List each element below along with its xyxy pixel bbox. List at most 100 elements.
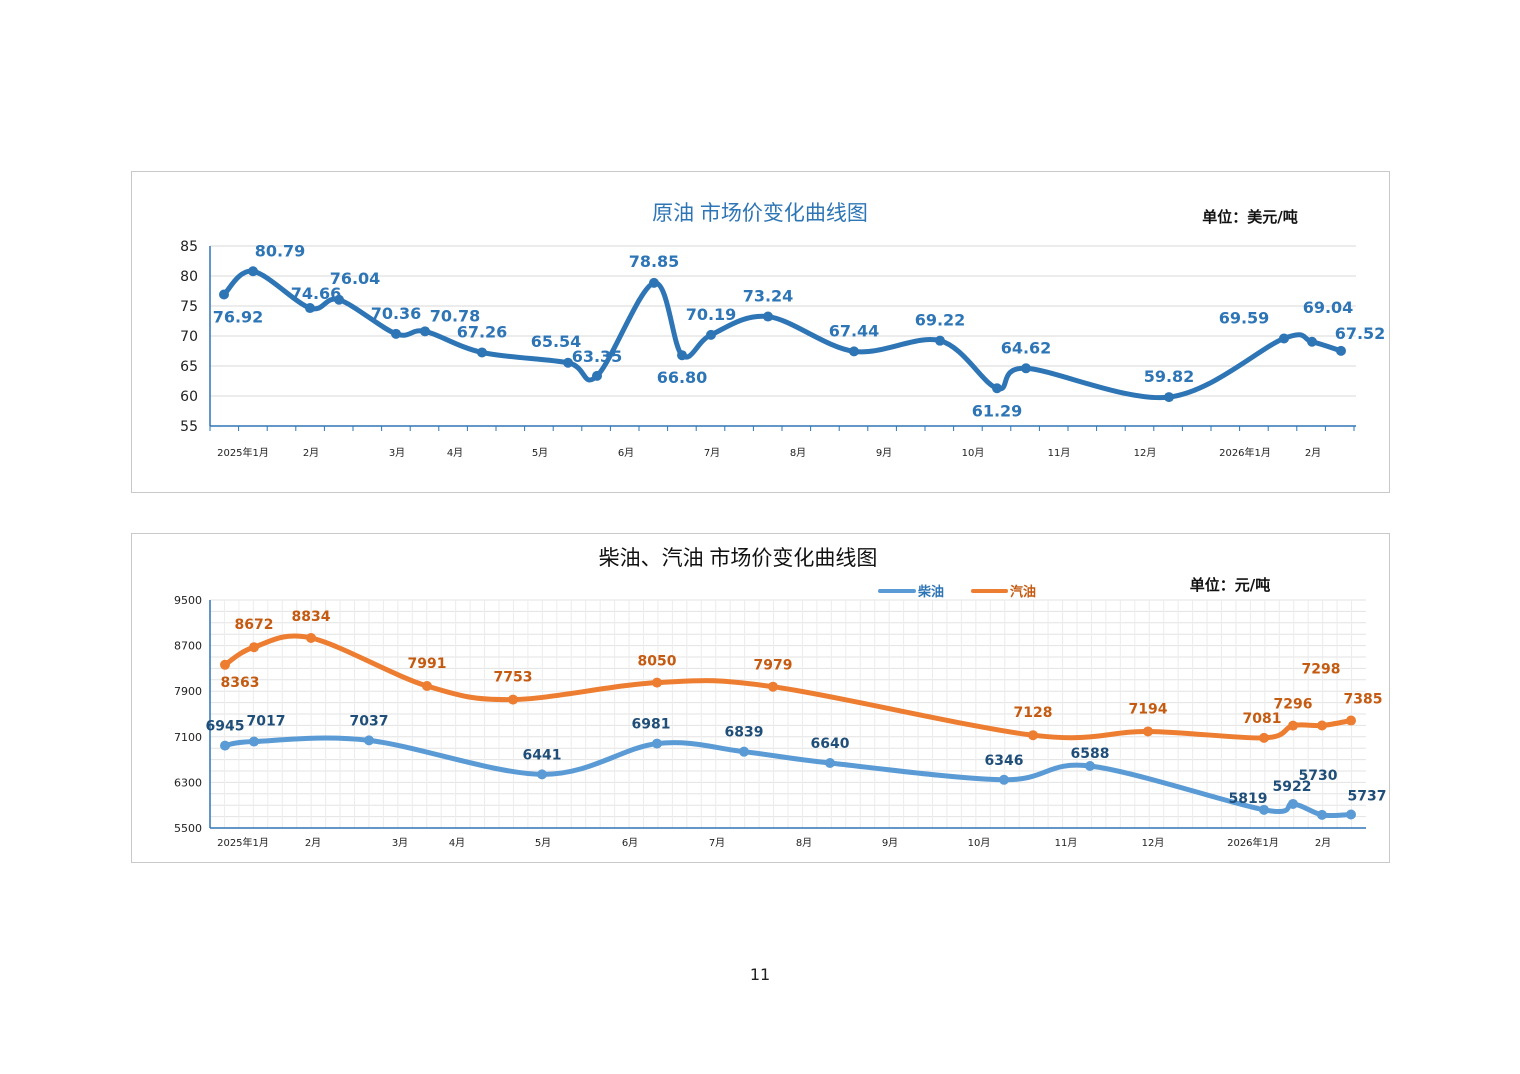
chart1-data-point: [1336, 345, 1346, 356]
chart1-data-point: [849, 346, 859, 357]
chart1-x-tick-label: 6月: [618, 447, 634, 459]
chart2-gasoline-point: [220, 659, 230, 670]
chart2-gasoline-label: 7128: [1014, 705, 1053, 721]
chart2-diesel-label: 6945: [206, 719, 245, 735]
chart2-diesel-point: [1317, 809, 1327, 820]
chart1-data-label: 78.85: [629, 252, 680, 271]
chart2-gasoline-label: 7979: [754, 658, 793, 674]
chart2-diesel-point: [220, 740, 230, 751]
chart2-y-tick-label: 9500: [174, 594, 202, 607]
chart1-title: 原油 市场价变化曲线图: [652, 202, 868, 225]
chart1-data-label: 70.36: [371, 304, 422, 323]
diesel-gasoline-chart-panel: [131, 533, 1390, 863]
chart2-gasoline-label: 8834: [292, 609, 331, 625]
chart1-y-tick-label: 70: [180, 329, 198, 345]
chart2-gasoline-label: 7753: [494, 670, 533, 686]
chart2-diesel-point: [999, 774, 1009, 785]
chart1-y-tick-label: 65: [180, 359, 198, 375]
chart2-x-tick-label: 2026年1月: [1227, 836, 1279, 849]
chart2-x-tick-label: 4月: [449, 837, 465, 849]
chart1-data-label: 70.78: [430, 306, 481, 325]
chart2-y-tick-label: 7900: [174, 685, 202, 698]
chart2-gasoline-point: [422, 681, 432, 692]
chart1-data-point: [935, 335, 945, 346]
chart1-data-label: 64.62: [1001, 338, 1052, 357]
chart2-gasoline-point: [1028, 730, 1038, 741]
chart1-data-label: 61.29: [972, 401, 1023, 420]
chart1-data-point: [334, 294, 344, 305]
legend-diesel-label: 柴油: [917, 584, 944, 600]
chart2-diesel-point: [825, 758, 835, 769]
chart1-data-label: 76.92: [213, 307, 264, 326]
chart2-diesel-point: [1085, 760, 1095, 771]
chart1-data-label: 65.54: [531, 332, 582, 351]
chart2-gasoline-label: 8672: [235, 617, 274, 633]
chart1-y-tick-label: 80: [180, 269, 198, 285]
chart2-gasoline-label: 7991: [408, 656, 447, 672]
chart1-data-label: 59.82: [1144, 367, 1195, 386]
chart2-gasoline-point: [306, 632, 316, 643]
chart1-data-point: [992, 383, 1002, 394]
chart1-x-tick-label: 2025年1月: [217, 446, 269, 459]
chart2-diesel-point: [652, 738, 662, 749]
chart1-data-label: 63.35: [572, 347, 623, 366]
chart2-diesel-label: 6346: [985, 753, 1024, 769]
chart2-x-tick-label: 3月: [392, 837, 408, 849]
chart2-gasoline-point: [1317, 720, 1327, 731]
chart2-gasoline-label: 8050: [638, 654, 677, 670]
chart2-diesel-label: 6839: [725, 725, 764, 741]
chart2-unit: 单位：元/吨: [1190, 576, 1270, 594]
chart2-gasoline-point: [1259, 732, 1269, 743]
chart2-diesel-point: [537, 769, 547, 780]
chart2-diesel-point: [1288, 798, 1298, 809]
chart1-x-tick-label: 2月: [1305, 447, 1321, 459]
chart2-diesel-label: 6588: [1071, 746, 1110, 762]
chart1-x-tick-label: 9月: [876, 447, 892, 459]
chart2-diesel-point: [1346, 809, 1356, 820]
chart1-data-point: [1279, 333, 1289, 344]
chart1-x-tick-label: 12月: [1134, 447, 1157, 459]
chart2-title: 柴油、汽油 市场价变化曲线图: [599, 547, 878, 570]
chart1-unit: 单位：美元/吨: [1202, 208, 1297, 226]
chart1-data-point: [305, 303, 315, 314]
chart2-x-tick-label: 2025年1月: [217, 836, 269, 849]
chart2-x-tick-label: 6月: [622, 837, 638, 849]
chart1-x-tick-label: 3月: [389, 447, 405, 459]
chart2-y-tick-label: 6300: [174, 776, 202, 789]
chart2-diesel-label: 5737: [1348, 788, 1387, 804]
chart1-series-line: [222, 268, 1342, 401]
chart1-data-label: 69.04: [1303, 298, 1354, 317]
chart2-gasoline-point: [652, 677, 662, 688]
chart1-x-tick-label: 5月: [532, 447, 548, 459]
chart1-x-tick-label: 2月: [303, 447, 319, 459]
chart1-x-tick-label: 10月: [962, 447, 985, 459]
chart1-y-tick-label: 60: [180, 389, 198, 405]
chart1-y-tick-label: 85: [180, 239, 198, 255]
chart2-x-tick-label: 2月: [305, 837, 321, 849]
chart2-gasoline-label: 7194: [1129, 701, 1168, 717]
chart1-data-label: 74.66: [291, 284, 342, 303]
chart2-gasoline-label: 8363: [221, 675, 260, 691]
chart1-data-label: 80.79: [255, 241, 306, 260]
chart2-gasoline-point: [249, 642, 259, 653]
chart1-data-label: 67.26: [457, 322, 508, 341]
chart2-x-tick-label: 11月: [1055, 837, 1078, 849]
chart2-diesel-label: 7017: [247, 714, 286, 730]
chart2-gasoline-label: 7385: [1344, 692, 1383, 708]
chart1-x-tick-label: 7月: [704, 447, 720, 459]
chart1-plot: 55 60 65 70 75 80 85 2025年1月 2月 3月 4月 5月 6月 7月 8月 9月 10月…: [180, 239, 1385, 459]
chart1-data-point: [248, 266, 258, 277]
chart2-diesel-point: [739, 746, 749, 757]
chart1-data-point: [420, 326, 430, 337]
chart2-diesel-label: 5730: [1299, 768, 1338, 784]
chart2-gasoline-point: [1143, 726, 1153, 737]
chart2-gasoline-label: 7296: [1274, 697, 1313, 713]
chart2-gasoline-label: 7298: [1302, 662, 1341, 678]
chart1-x-tick-label: 11月: [1048, 447, 1071, 459]
chart2-y-tick-label: 5500: [174, 822, 202, 835]
chart1-x-tick-label: 2026年1月: [1219, 446, 1271, 459]
chart2-x-tick-label: 7月: [709, 837, 725, 849]
chart2-gasoline-point: [1346, 715, 1356, 726]
chart1-data-point: [592, 370, 602, 381]
chart2-diesel-point: [1259, 804, 1269, 815]
